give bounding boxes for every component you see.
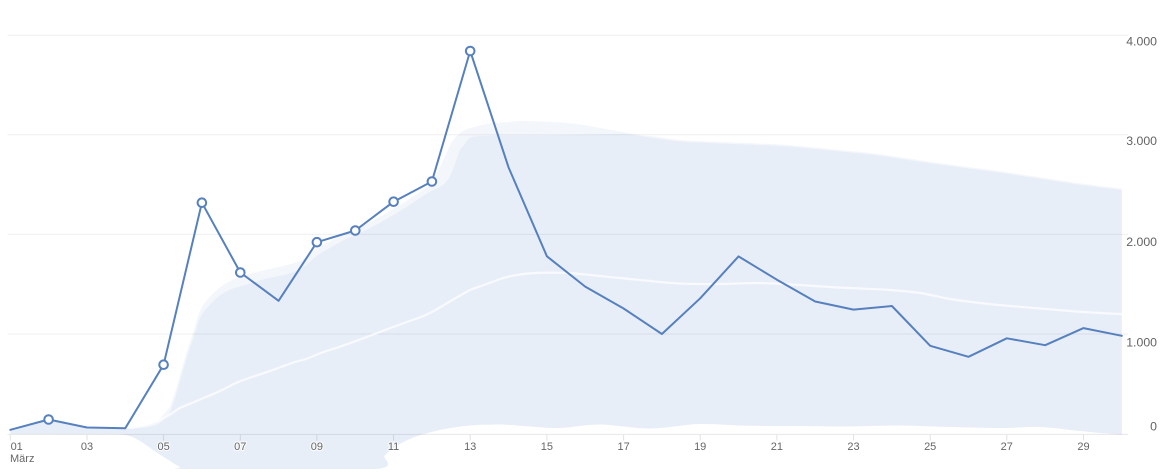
svg-text:03: 03 — [81, 441, 93, 453]
svg-text:21: 21 — [771, 441, 783, 453]
svg-text:11: 11 — [388, 441, 399, 453]
svg-text:15: 15 — [541, 441, 553, 453]
svg-text:09: 09 — [311, 441, 323, 453]
svg-text:3.000: 3.000 — [1126, 134, 1157, 148]
svg-text:29: 29 — [1077, 441, 1089, 453]
svg-text:17: 17 — [617, 441, 629, 453]
svg-text:März: März — [10, 453, 34, 465]
svg-text:4.000: 4.000 — [1126, 34, 1157, 48]
svg-text:27: 27 — [1001, 441, 1013, 453]
svg-text:01: 01 — [11, 441, 23, 453]
svg-text:13: 13 — [464, 441, 476, 453]
svg-text:0: 0 — [1150, 420, 1157, 434]
svg-text:07: 07 — [234, 441, 246, 453]
svg-text:23: 23 — [847, 441, 859, 453]
svg-text:19: 19 — [694, 441, 706, 453]
svg-text:05: 05 — [157, 441, 169, 453]
svg-text:1.000: 1.000 — [1126, 335, 1157, 349]
svg-text:2.000: 2.000 — [1126, 235, 1157, 249]
svg-text:25: 25 — [924, 441, 936, 453]
